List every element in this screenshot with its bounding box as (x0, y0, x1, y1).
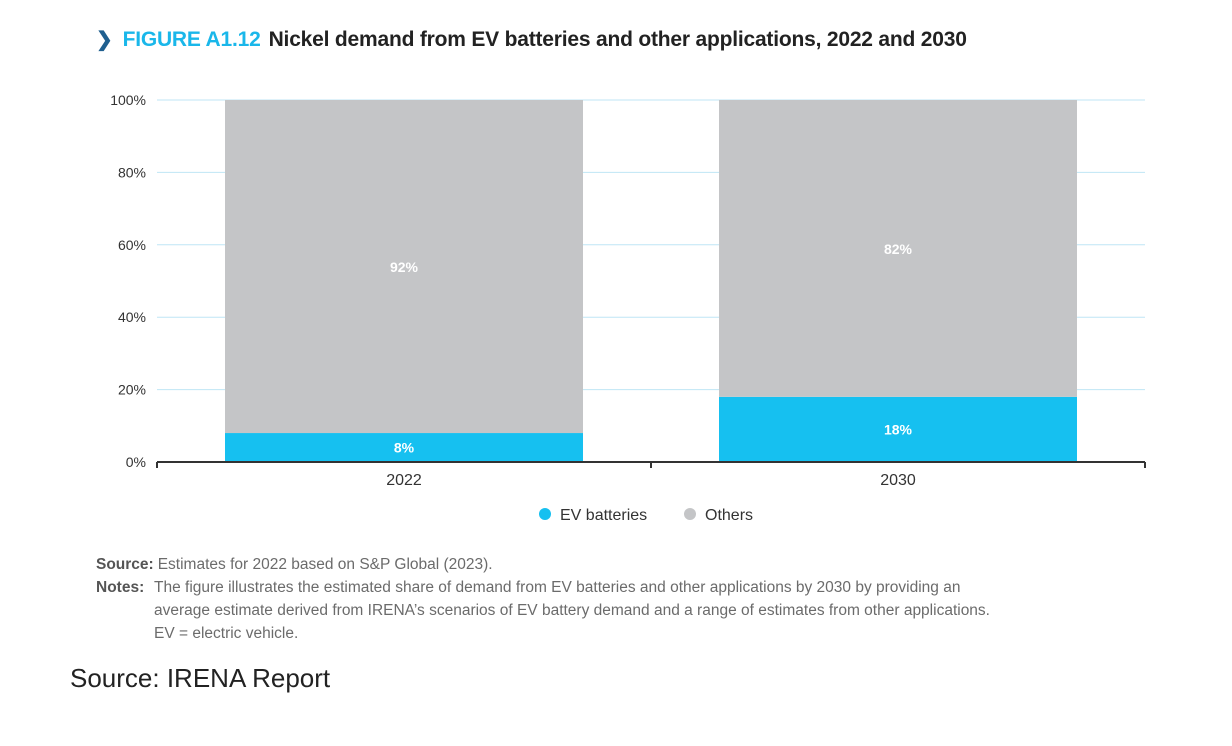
data-label: 18% (884, 421, 913, 437)
legend-label: Others (705, 507, 753, 524)
data-label: 8% (394, 440, 415, 456)
source-text: Estimates for 2022 based on S&P Global (… (157, 556, 493, 573)
figure-label: FIGURE A1.12 (122, 28, 261, 51)
y-tick-label: 0% (126, 454, 146, 470)
chart: 0% 20% 40% 60% 80% 100% 8% 92% 2022 18% 82% 2030 EV … (110, 92, 1146, 524)
y-tick-label: 20% (118, 382, 146, 398)
data-label: 92% (390, 259, 419, 275)
legend-marker (539, 508, 551, 520)
chevron-right-icon: ❯ (96, 29, 113, 51)
notes-line: The figure illustrates the estimated sha… (154, 579, 961, 596)
notes-line: average estimate derived from IRENA’s sc… (154, 602, 990, 619)
notes-label: Notes: (96, 579, 145, 596)
y-tick-label: 40% (118, 309, 146, 325)
notes-line: EV = electric vehicle. (154, 625, 299, 642)
bar-others (225, 100, 583, 434)
y-tick-label: 100% (110, 92, 146, 108)
caption: Source: IRENA Report (70, 663, 331, 693)
chart-notes: Source: Estimates for 2022 based on S&P G… (96, 553, 990, 645)
x-tick-label: 2030 (880, 472, 916, 489)
bar-ev-batteries (225, 433, 583, 462)
y-tick-label: 80% (118, 164, 146, 180)
x-tick-label: 2022 (386, 472, 422, 489)
legend-label: EV batteries (560, 507, 647, 524)
y-tick-label: 60% (118, 237, 146, 253)
data-label: 82% (884, 241, 913, 257)
bar-others (719, 100, 1077, 397)
chart-title: ❯ FIGURE A1.12 Nickel demand from EV batte… (96, 27, 967, 52)
source-label: Source: (96, 556, 154, 573)
bar-ev-batteries (719, 396, 1077, 462)
legend-marker (684, 508, 696, 520)
title-text: Nickel demand from EV batteries and othe… (268, 28, 967, 51)
